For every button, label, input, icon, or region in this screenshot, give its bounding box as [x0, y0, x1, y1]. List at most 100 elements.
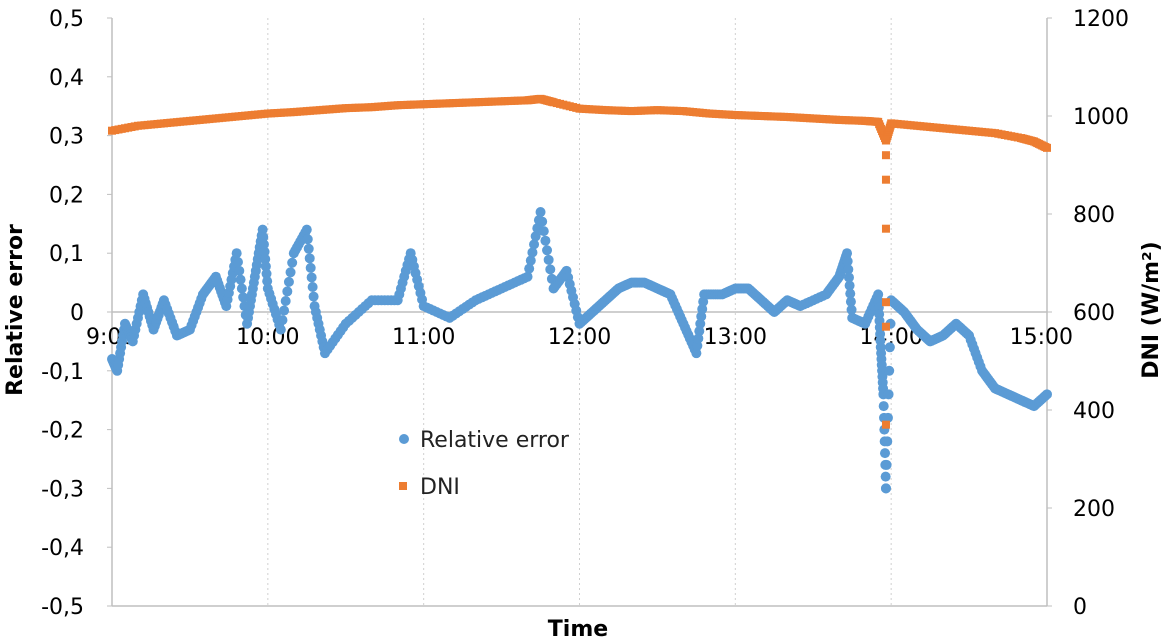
y-tick-label-10: 0,5: [49, 7, 84, 32]
outlier-1-36: [881, 298, 890, 307]
outlier-1-32: [881, 136, 890, 145]
point-0-156: [305, 262, 316, 273]
series-layer: [107, 94, 1052, 494]
point-0-436: [844, 280, 855, 291]
y-tick-label-5: 0: [70, 301, 84, 326]
point-0-121: [258, 232, 269, 243]
point-0-122: [258, 239, 269, 250]
point-0-482: [882, 436, 893, 447]
point-0-479: [880, 471, 891, 482]
x-tick-label-1: 10:00: [236, 325, 299, 350]
point-0-477: [879, 448, 890, 459]
outlier-1-38: [881, 420, 890, 429]
point-0-140: [282, 286, 293, 297]
point-0-153: [302, 234, 313, 245]
point-0-345: [692, 340, 703, 351]
point-0-346: [693, 333, 704, 344]
y-tick-label-7: 0,2: [49, 183, 84, 208]
y2-tick-label-2: 400: [1073, 399, 1115, 424]
point-0-432: [842, 248, 853, 259]
y-tick-label-2: -0,3: [41, 477, 84, 502]
y2-tick-label-5: 1000: [1073, 105, 1129, 130]
point-0-159: [308, 291, 319, 302]
legend: Relative error DNI: [399, 428, 570, 500]
point-0-101: [238, 292, 249, 303]
point-0-348: [695, 318, 706, 329]
outlier-0-60: [880, 483, 891, 494]
y-tick-label-1: -0,4: [41, 536, 84, 561]
point-0-136: [275, 324, 286, 335]
point-0-437: [845, 288, 856, 299]
point-0-99: [235, 274, 246, 285]
outlier-1-34: [881, 175, 890, 184]
point-0-439: [846, 304, 857, 315]
point-0-483: [882, 412, 893, 423]
point-0-126: [261, 268, 272, 279]
point-0-481: [881, 459, 892, 470]
point-0-347: [694, 326, 705, 337]
point-0-141: [283, 276, 294, 287]
legend-label-dni: DNI: [420, 475, 460, 500]
point-1-320: [1043, 143, 1051, 152]
point-0-250: [538, 226, 549, 237]
point-0-349: [696, 311, 707, 322]
point-0-137: [277, 315, 288, 326]
point-0-152: [301, 224, 312, 235]
point-0-248: [535, 207, 546, 218]
y-tick-label-0: -0,5: [41, 595, 84, 620]
point-0-254: [545, 264, 556, 275]
point-0-157: [306, 272, 317, 283]
point-0-434: [843, 264, 854, 275]
point-0-245: [530, 231, 541, 242]
y2-tick-label-4: 800: [1073, 203, 1115, 228]
point-0-123: [259, 246, 270, 257]
y-axis-title: Relative error: [3, 224, 28, 396]
point-0-240: [522, 271, 533, 282]
y-tick-label-9: 0,4: [49, 66, 84, 91]
point-0-155: [304, 253, 315, 264]
point-0-485: [884, 365, 895, 376]
y-axis-ticks: -0,5 -0,4 -0,3 -0,2 -0,1 0 0,1 0,2 0,3 0,4 0,5: [41, 7, 112, 620]
series-0: [107, 207, 1052, 494]
point-0-433: [842, 256, 853, 267]
point-0-242: [525, 255, 536, 266]
x-tick-label-4: 13:00: [704, 325, 767, 350]
point-0-244: [529, 239, 540, 250]
x-axis-ticks: 9:00 10:00 11:00 12:00 13:00 14:00 15:00: [86, 325, 1073, 350]
x-tick-label-2: 11:00: [392, 325, 455, 350]
point-0-139: [280, 295, 291, 306]
point-0-96: [231, 248, 242, 259]
point-0-344: [691, 348, 702, 359]
y-tick-label-3: -0,2: [41, 419, 84, 444]
point-0-438: [845, 296, 856, 307]
y2-tick-label-6: 1200: [1073, 7, 1129, 32]
point-0-97: [232, 257, 243, 268]
y2-axis-title: DNI (W/m²): [1139, 241, 1164, 379]
point-0-143: [287, 257, 298, 268]
y-tick-label-4: -0,1: [41, 360, 84, 385]
point-0-120: [257, 224, 268, 235]
point-0-435: [843, 272, 854, 283]
point-0-486: [884, 342, 895, 353]
legend-marker-dni: [399, 482, 407, 490]
point-0-241: [524, 263, 535, 274]
y2-tick-label-0: 0: [1073, 595, 1087, 620]
x-axis-title: Time: [548, 617, 608, 642]
outlier-1-33: [881, 151, 890, 160]
outlier-1-37: [881, 322, 890, 331]
point-0-154: [303, 243, 314, 254]
x-tick-label-3: 12:00: [548, 325, 611, 350]
point-0-125: [260, 261, 271, 272]
point-0-584: [1042, 389, 1052, 400]
point-0-243: [527, 247, 538, 258]
y-tick-label-8: 0,3: [49, 125, 84, 150]
legend-marker-relative-error: [399, 434, 409, 444]
point-0-142: [285, 267, 296, 278]
y2-tick-label-3: 600: [1073, 301, 1115, 326]
point-0-124: [260, 254, 271, 265]
point-0-253: [543, 254, 554, 265]
point-0-484: [883, 389, 894, 400]
x-tick-label-6: 15:00: [1010, 325, 1073, 350]
point-0-127: [262, 276, 273, 287]
